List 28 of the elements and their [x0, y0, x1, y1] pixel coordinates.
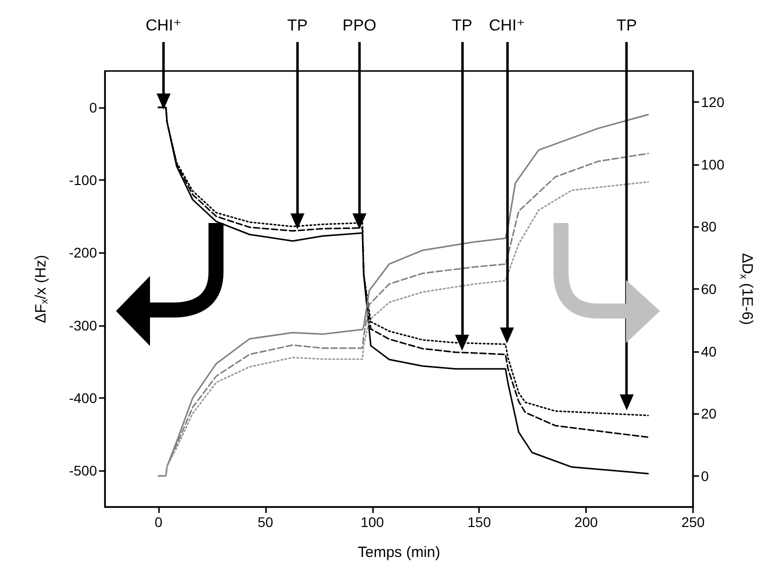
y-tick-label: 0	[89, 99, 98, 116]
y-tick-label: -400	[68, 390, 98, 406]
y2-tick-label: 80	[701, 218, 717, 235]
y-tick-label: -200	[68, 244, 98, 261]
annotation: TP	[452, 18, 472, 34]
annotation: TP	[287, 18, 308, 34]
annotation: TP	[616, 18, 637, 34]
x-tick-label: 0	[154, 514, 163, 530]
y2-tick-label: 0	[701, 468, 709, 484]
x-tick-label: 50	[258, 514, 274, 530]
annotation: PPO	[342, 18, 376, 34]
y-tick-label: -100	[68, 172, 98, 188]
y2-tick-label: 20	[701, 406, 717, 422]
x-tick-label: 250	[681, 514, 705, 530]
y2-axis-title: ΔDx (1E-6)	[738, 253, 756, 325]
y2-tick-label: 60	[701, 281, 717, 297]
x-tick-label: 100	[360, 514, 384, 530]
y-axis-title: ΔFx/x (Hz)	[32, 254, 50, 324]
annotation: CHI⁺	[146, 18, 182, 34]
x-axis-title: Temps (min)	[358, 544, 440, 561]
y2-tick-label: 100	[701, 156, 725, 172]
y-tick-label: -300	[68, 317, 98, 334]
y-tick-label: -500	[68, 462, 98, 479]
x-tick-label: 200	[574, 514, 598, 530]
annotation: CHI⁺	[488, 18, 525, 34]
x-tick-label: 150	[468, 514, 492, 530]
y2-tick-label: 120	[701, 94, 725, 110]
y2-tick-label: 40	[701, 343, 717, 360]
